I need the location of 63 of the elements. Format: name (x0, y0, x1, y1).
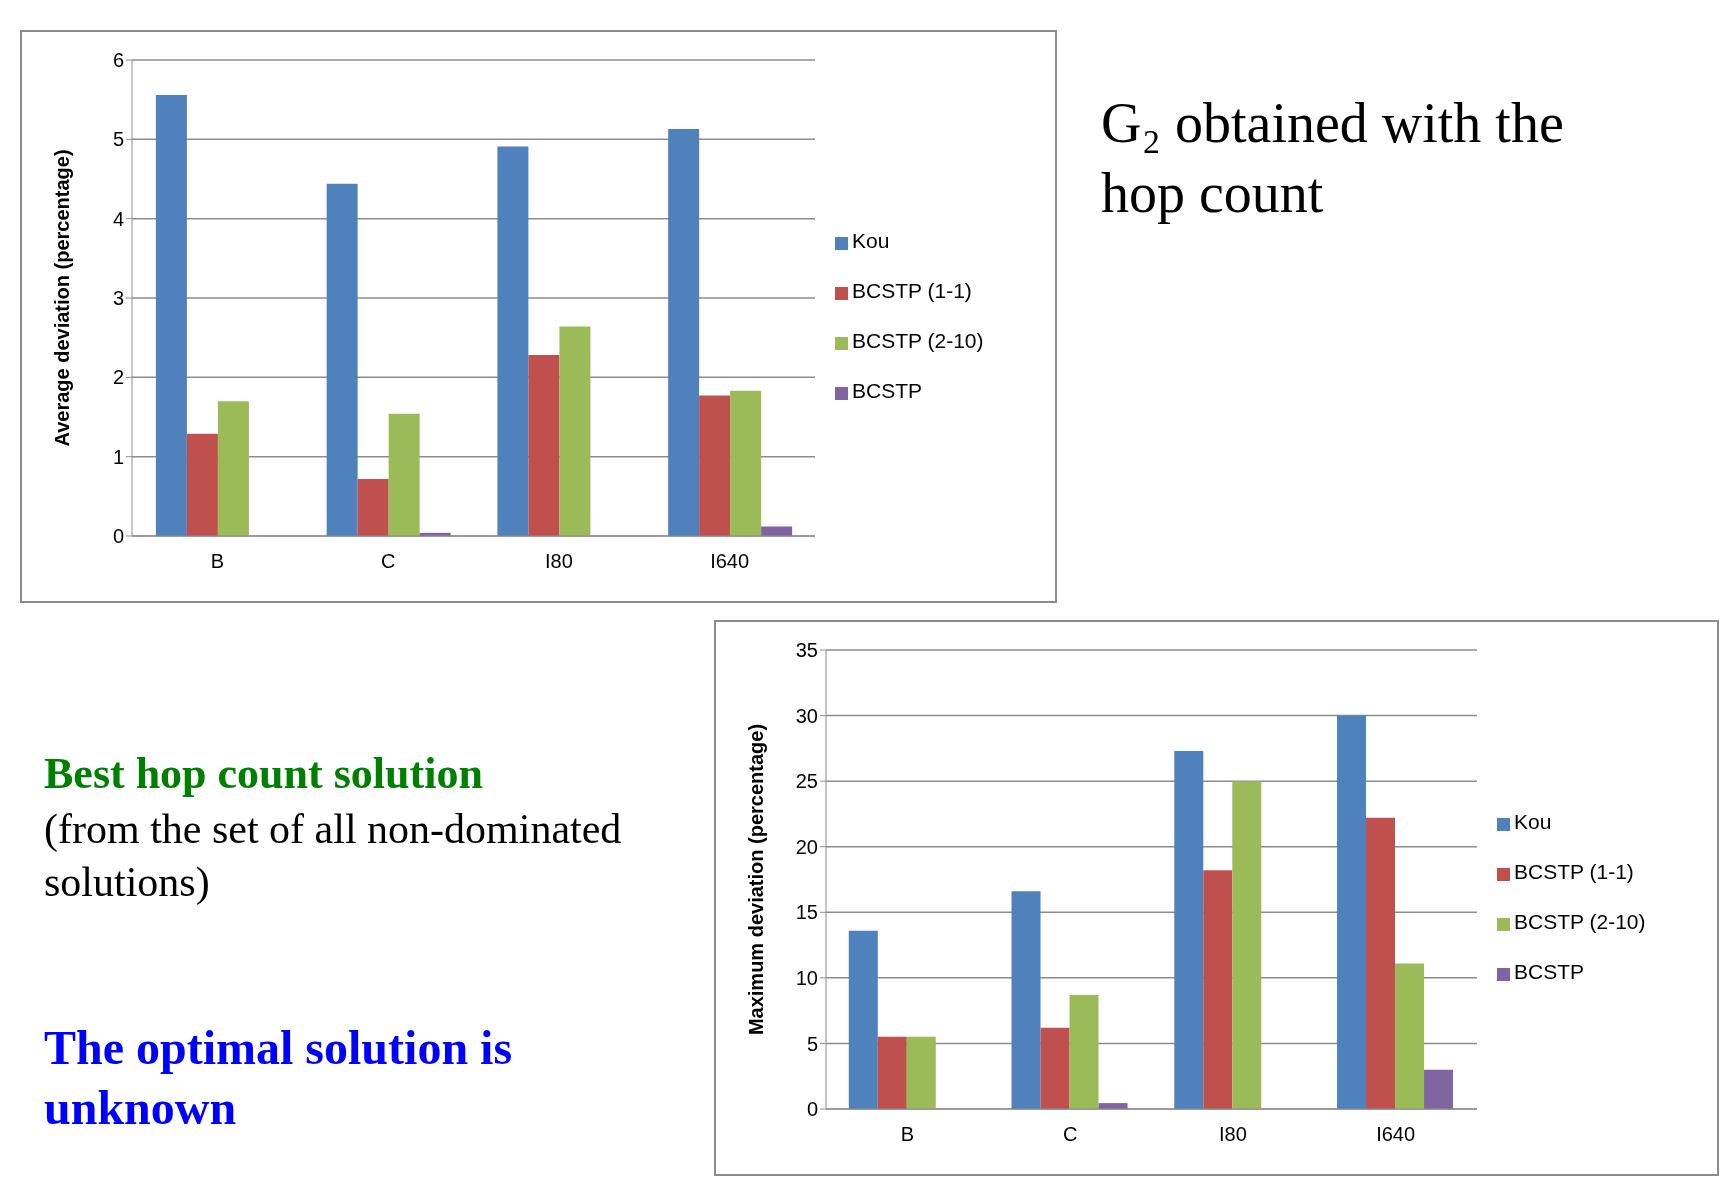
bar (668, 129, 700, 536)
bar (217, 401, 249, 536)
x-tick-label: B (900, 1123, 915, 1146)
legend-label: Kou (852, 228, 890, 252)
bar (1337, 715, 1367, 1109)
bar (877, 1036, 907, 1109)
bar (357, 478, 389, 536)
y-tick-label: 20 (795, 835, 818, 858)
bar (326, 183, 358, 536)
bar (155, 94, 187, 536)
text: G₂ obtained with the hop count (1101, 91, 1565, 226)
x-tick-label: I80 (544, 550, 573, 573)
bar (1069, 994, 1099, 1109)
y-tick-label: 0 (806, 1098, 818, 1121)
bar (559, 326, 591, 536)
legend-label: BCSTP (1514, 960, 1585, 983)
bar (1203, 870, 1233, 1109)
x-tick-label: B (210, 550, 225, 573)
y-tick-label: 3 (112, 287, 124, 310)
bar (1366, 817, 1396, 1109)
y-tick-label: 15 (795, 901, 818, 924)
bar (1424, 1069, 1454, 1109)
y-tick-label: 10 (795, 966, 818, 989)
bar (528, 355, 560, 536)
x-tick-label: I640 (710, 550, 750, 573)
bar (730, 390, 762, 536)
x-tick-label: C (380, 550, 396, 573)
bar (1232, 781, 1262, 1109)
bar (848, 930, 878, 1109)
y-tick-label: 0 (112, 525, 124, 548)
bar (388, 413, 420, 536)
bar (1395, 963, 1425, 1109)
text: Best hop count solution (44, 748, 484, 800)
y-axis-title: Average deviation (percentage) (51, 149, 74, 447)
x-tick-label: C (1062, 1123, 1078, 1146)
bar (1011, 891, 1041, 1109)
y-tick-label: 30 (795, 704, 818, 727)
legend-label: BCSTP (2-10) (852, 328, 984, 352)
legend-label: Kou (1514, 810, 1552, 833)
y-tick-label: 2 (112, 366, 124, 389)
x-tick-label: I640 (1376, 1123, 1416, 1146)
bar (497, 146, 529, 536)
y-tick-label: 5 (806, 1032, 818, 1055)
y-tick-label: 25 (795, 770, 818, 793)
y-tick-label: 4 (112, 207, 124, 230)
legend-label: BCSTP (1-1) (852, 278, 972, 302)
legend-label: BCSTP (852, 378, 923, 402)
bar (906, 1036, 936, 1109)
y-tick-label: 5 (112, 128, 124, 151)
bar (1174, 750, 1204, 1109)
y-axis-title: Maximum deviation (percentage) (745, 723, 768, 1036)
x-tick-label: I80 (1218, 1123, 1247, 1146)
bar (186, 433, 218, 536)
y-tick-label: 1 (112, 445, 124, 468)
text: The optimal solution is unknown (44, 1020, 514, 1136)
y-tick-label: 35 (795, 639, 818, 662)
legend-label: BCSTP (1-1) (1514, 860, 1634, 883)
y-tick-label: 6 (112, 49, 124, 72)
bar (761, 526, 793, 536)
bar (699, 395, 731, 536)
bar (1040, 1027, 1070, 1109)
legend-label: BCSTP (2-10) (1514, 910, 1646, 933)
text: (from the set of all non-dominated solutions) (44, 805, 623, 907)
